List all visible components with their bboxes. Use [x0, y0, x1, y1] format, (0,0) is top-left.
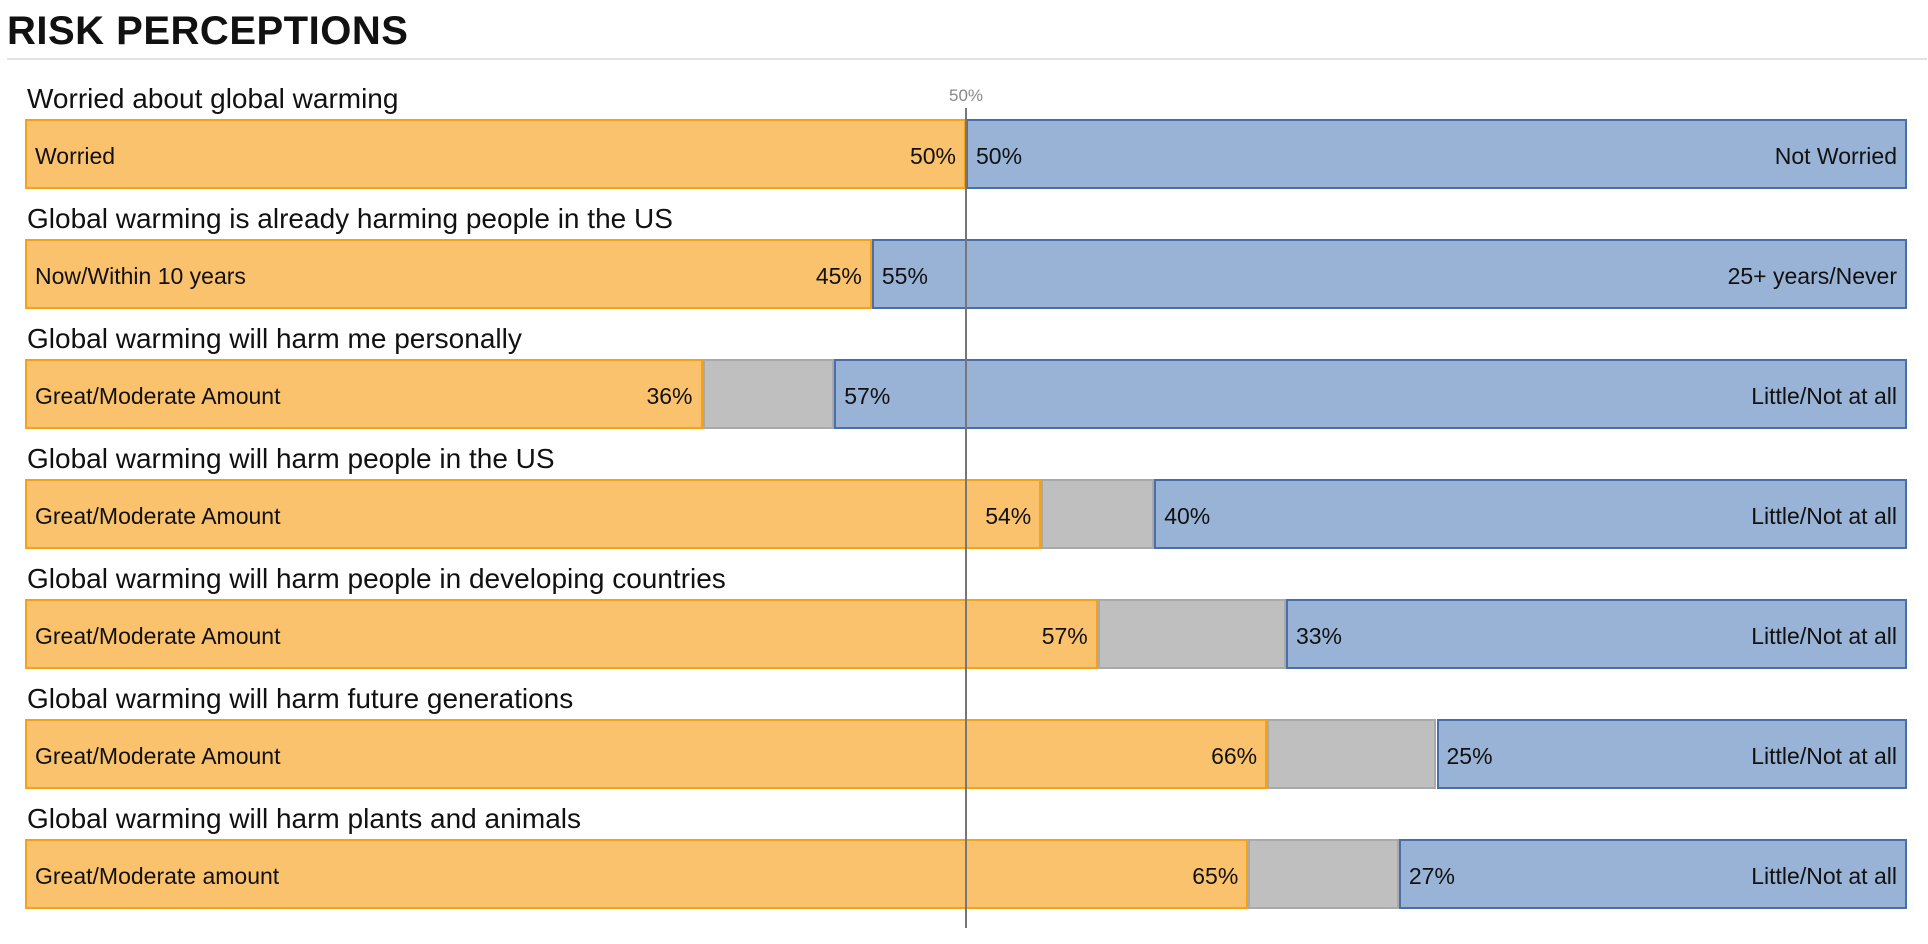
bar-right-category-label: Little/Not at all [1751, 503, 1897, 529]
bar-agree-value-label: 54% [985, 503, 1032, 529]
bar-right-category-label: Little/Not at all [1751, 623, 1897, 649]
bar-segment-agree: Great/Moderate Amount 57% [25, 599, 1098, 669]
bar-right-category-label: Little/Not at all [1751, 743, 1897, 769]
row-question-label: Global warming will harm future generati… [27, 683, 574, 714]
row-question-label: Worried about global warming [27, 83, 399, 114]
bar-left-category-label: Great/Moderate Amount [35, 623, 281, 649]
bar-segment-agree: Great/Moderate Amount 54% [25, 479, 1042, 549]
bar-segment-agree: Now/Within 10 years 45% [25, 239, 872, 309]
bar-disagree-value-label: 57% [844, 383, 891, 409]
bar-disagree-value-label: 40% [1164, 503, 1211, 529]
bar-segment-neutral [1097, 599, 1286, 669]
bar-left-category-label: Great/Moderate amount [35, 863, 280, 889]
bar-segment-neutral [1248, 839, 1399, 909]
page-title: RISK PERCEPTIONS [7, 9, 409, 53]
reference-line-label: 50% [948, 86, 984, 105]
row-question-label: Global warming will harm plants and anim… [27, 803, 582, 834]
bar-disagree-value-label: 33% [1295, 623, 1342, 649]
bar-disagree-value-label: 50% [976, 143, 1023, 169]
bar-segment-agree: Great/Moderate Amount 36% [25, 359, 703, 429]
bar-agree-value-label: 65% [1192, 863, 1239, 889]
row-question-label: Global warming will harm people in the U… [27, 443, 555, 474]
bar-left-category-label: Great/Moderate Amount [35, 383, 281, 409]
stacked-bar: Great/Moderate amount 65% 27% Little/Not at… [25, 839, 1907, 909]
bar-left-category-label: Great/Moderate Amount [35, 743, 281, 769]
bar-segment-agree: Great/Moderate amount 65% [25, 839, 1249, 909]
bar-segment-disagree: 50% Not Worried [966, 119, 1907, 189]
bar-agree-value-label: 66% [1211, 743, 1258, 769]
stacked-bar: Great/Moderate Amount 57% 33% Little/Not at… [25, 599, 1907, 669]
bar-left-category-label: Now/Within 10 years [35, 263, 246, 289]
bar-agree-value-label: 50% [909, 143, 956, 169]
stacked-bar: Great/Moderate Amount 66% 25% Little/Not at… [25, 719, 1907, 789]
title-divider [7, 58, 1927, 60]
bar-disagree-value-label: 55% [881, 263, 928, 289]
bar-segment-disagree: 25% Little/Not at all [1436, 719, 1907, 789]
row-question-label: Global warming will harm people in devel… [27, 563, 726, 594]
bar-agree-value-label: 57% [1041, 623, 1088, 649]
bar-left-category-label: Worried [35, 143, 116, 169]
stacked-bar: Great/Moderate Amount 36% 57% Little/Not at… [25, 359, 1907, 429]
bar-right-category-label: Not Worried [1774, 143, 1897, 169]
bar-segment-disagree: 57% Little/Not at all [834, 359, 1907, 429]
bar-agree-value-label: 45% [815, 263, 862, 289]
bar-segment-disagree: 55% 25+ years/Never [871, 239, 1907, 309]
bar-segment-disagree: 27% Little/Not at all [1398, 839, 1907, 909]
bar-segment-neutral [1041, 479, 1155, 549]
bar-segment-disagree: 40% Little/Not at all [1154, 479, 1907, 549]
bar-segment-neutral [702, 359, 835, 429]
bar-segment-neutral [1267, 719, 1437, 789]
row-question-label: Global warming will harm me personally [27, 323, 522, 354]
bar-right-category-label: Little/Not at all [1751, 863, 1897, 889]
bar-right-category-label: Little/Not at all [1751, 383, 1897, 409]
stacked-bar: Now/Within 10 years 45% 55% 25+ years/Never [25, 239, 1907, 309]
bar-segment-agree: Great/Moderate Amount 66% [25, 719, 1268, 789]
bar-right-category-label: 25+ years/Never [1727, 263, 1897, 289]
stacked-bar: Great/Moderate Amount 54% 40% Little/Not at… [25, 479, 1907, 549]
bar-left-category-label: Great/Moderate Amount [35, 503, 281, 529]
bar-disagree-value-label: 25% [1446, 743, 1493, 769]
bar-disagree-value-label: 27% [1408, 863, 1455, 889]
bar-segment-disagree: 33% Little/Not at all [1285, 599, 1907, 669]
bar-segment-agree: Worried 50% [25, 119, 966, 189]
reference-line-50-percent [965, 108, 967, 928]
stacked-bar: Worried 50% 50% Not Worried [25, 119, 1907, 189]
row-question-label: Global warming is already harming people… [27, 203, 673, 234]
bar-agree-value-label: 36% [646, 383, 693, 409]
